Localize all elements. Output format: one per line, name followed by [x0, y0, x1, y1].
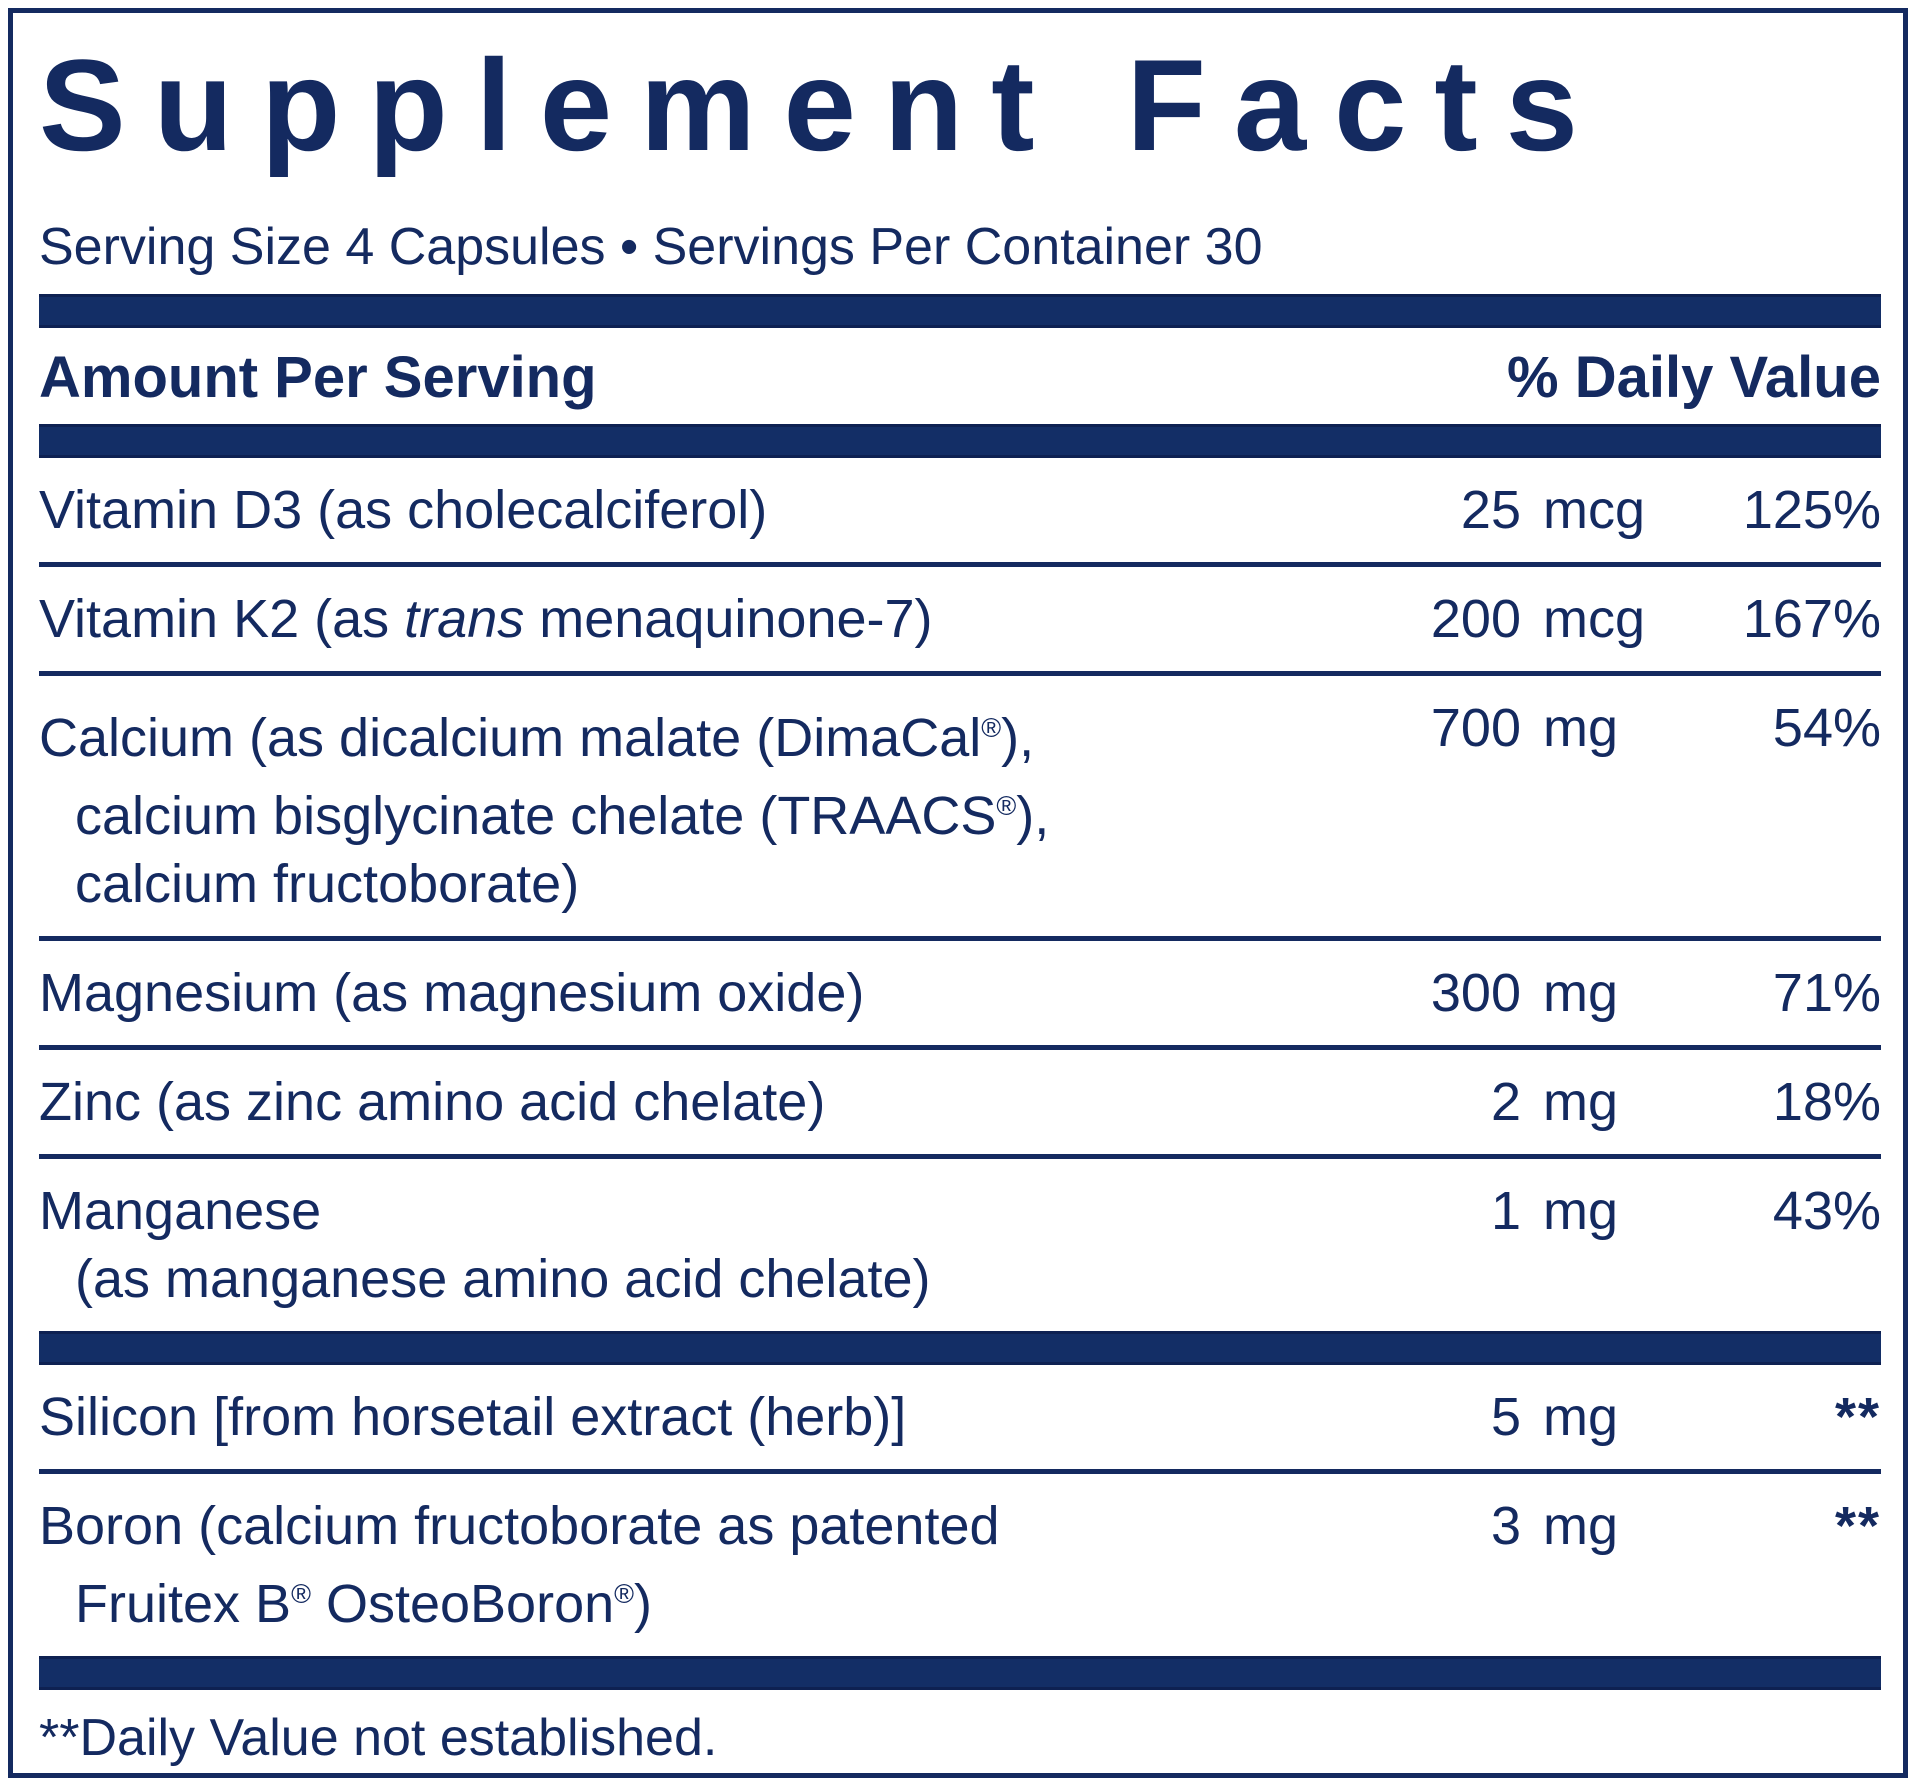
row-daily-value: 167%	[1742, 588, 1881, 649]
row-name-line: calcium fructoborate)	[39, 850, 1351, 918]
row-name-line: Boron (calcium fructoborate as patented	[39, 1492, 1351, 1560]
row-divider-line	[39, 670, 1881, 676]
column-header-daily-value: % Daily Value	[1507, 344, 1881, 410]
row-daily-value: 125%	[1742, 479, 1881, 540]
row-name-line: Calcium (as dicalcium malate (DimaCal®),	[39, 694, 1351, 772]
row-amount: 25	[1460, 479, 1521, 540]
row-unit: mcg	[1543, 479, 1646, 540]
row-name: Vitamin D3 (as cholecalciferol)	[39, 476, 1351, 544]
registered-mark: ®	[981, 712, 1002, 743]
table-row: Silicon [from horsetail extract (herb)] 5…	[39, 1365, 1881, 1469]
page-title: Supplement Facts	[39, 32, 1606, 178]
row-name-text: calcium fructoborate)	[75, 853, 580, 914]
divider-bar-header	[39, 423, 1881, 458]
row-name-line: Magnesium (as magnesium oxide)	[39, 959, 1351, 1027]
row-name-text: )	[634, 1573, 653, 1634]
facts-rows: Vitamin D3 (as cholecalciferol) 25 mcg 125%…	[39, 458, 1881, 1690]
table-row: Calcium (as dicalcium malate (DimaCal®),…	[39, 676, 1881, 936]
row-name-text: Magnesium (as magnesium oxide)	[39, 962, 865, 1023]
row-name-text: menaquinone-7)	[524, 588, 933, 649]
row-daily-value: 18%	[1772, 1071, 1881, 1132]
row-name-text: ),	[1016, 785, 1050, 846]
row-unit: mg	[1543, 1386, 1619, 1447]
row-name-text: Calcium (as dicalcium malate (DimaCal	[39, 707, 982, 768]
table-row: Vitamin D3 (as cholecalciferol) 25 mcg 125%	[39, 458, 1881, 562]
row-name-line: Vitamin K2 (as trans menaquinone-7)	[39, 585, 1351, 653]
column-header-amount: Amount Per Serving	[39, 344, 597, 410]
row-daily-value: **	[1834, 1386, 1881, 1447]
table-row: Boron (calcium fructoborate as patented F…	[39, 1474, 1881, 1656]
row-divider-bar	[39, 1330, 1881, 1365]
row-name: Boron (calcium fructoborate as patented F…	[39, 1492, 1351, 1638]
row-name-text: Vitamin K2 (as	[39, 588, 405, 649]
divider-bar-top	[39, 293, 1881, 328]
row-daily-value: **	[1834, 1495, 1881, 1556]
registered-mark: ®	[996, 790, 1017, 821]
row-name-line: Fruitex B® OsteoBoron®)	[39, 1560, 1351, 1638]
registered-mark: ®	[291, 1578, 311, 1609]
row-name-line: (as manganese amino acid chelate)	[39, 1245, 1351, 1313]
row-amount: 200	[1430, 588, 1521, 649]
table-row: Vitamin K2 (as trans menaquinone-7) 200 mc…	[39, 567, 1881, 671]
row-unit: mg	[1543, 697, 1619, 758]
row-divider-line	[39, 1468, 1881, 1474]
row-divider-line	[39, 1044, 1881, 1050]
registered-mark: ®	[614, 1578, 635, 1609]
facts-panel: Supplement Facts Serving Size 4 Capsules…	[8, 8, 1908, 1778]
row-amount: 300	[1430, 962, 1521, 1023]
row-name-text: Silicon [from horsetail extract (herb)]	[39, 1386, 907, 1447]
row-name-text: (as manganese amino acid chelate)	[75, 1248, 931, 1309]
table-header: Amount Per Serving % Daily Value	[39, 342, 1881, 414]
row-amount: 1	[1490, 1180, 1521, 1241]
footnote: **Daily Value not established.	[39, 1708, 718, 1767]
table-row: Magnesium (as magnesium oxide) 300 mg 71%	[39, 941, 1881, 1045]
serving-size-line: Serving Size 4 Capsules • Servings Per C…	[39, 217, 1263, 276]
table-row: Manganese (as manganese amino acid chelat…	[39, 1159, 1881, 1331]
row-divider-bar	[39, 1655, 1881, 1690]
row-name-text: Fruitex B	[75, 1573, 292, 1634]
row-name-line: Manganese	[39, 1177, 1351, 1245]
row-name-text: Boron (calcium fructoborate as patented	[39, 1495, 1000, 1556]
row-name-line: Zinc (as zinc amino acid chelate)	[39, 1068, 1351, 1136]
row-unit: mcg	[1543, 588, 1646, 649]
row-name-text: Manganese	[39, 1180, 322, 1241]
row-divider-line	[39, 561, 1881, 567]
row-name-text: Zinc (as zinc amino acid chelate)	[39, 1071, 826, 1132]
row-name-line: Vitamin D3 (as cholecalciferol)	[39, 476, 1351, 544]
row-unit: mg	[1543, 1180, 1619, 1241]
row-amount: 5	[1490, 1386, 1521, 1447]
row-unit: mg	[1543, 962, 1619, 1023]
row-unit: mg	[1543, 1495, 1619, 1556]
row-name: Magnesium (as magnesium oxide)	[39, 959, 1351, 1027]
row-name-line: Silicon [from horsetail extract (herb)]	[39, 1383, 1351, 1451]
row-amount: 2	[1490, 1071, 1521, 1132]
row-name-text: trans	[404, 588, 525, 649]
row-name-text: calcium bisglycinate chelate (TRAACS	[75, 785, 997, 846]
row-name-text: OsteoBoron	[310, 1573, 615, 1634]
table-row: Zinc (as zinc amino acid chelate) 2 mg 18%	[39, 1050, 1881, 1154]
row-name: Calcium (as dicalcium malate (DimaCal®),…	[39, 694, 1351, 918]
row-amount: 700	[1430, 697, 1521, 758]
row-name-text: Vitamin D3 (as cholecalciferol)	[39, 479, 768, 540]
row-divider-line	[39, 935, 1881, 941]
row-daily-value: 71%	[1772, 962, 1881, 1023]
row-amount: 3	[1490, 1495, 1521, 1556]
row-name-line: calcium bisglycinate chelate (TRAACS®),	[39, 772, 1351, 850]
row-divider-line	[39, 1153, 1881, 1159]
row-name: Zinc (as zinc amino acid chelate)	[39, 1068, 1351, 1136]
row-name: Manganese (as manganese amino acid chelat…	[39, 1177, 1351, 1313]
row-daily-value: 43%	[1772, 1180, 1881, 1241]
row-daily-value: 54%	[1772, 697, 1881, 758]
row-name: Vitamin K2 (as trans menaquinone-7)	[39, 585, 1351, 653]
row-name: Silicon [from horsetail extract (herb)]	[39, 1383, 1351, 1451]
row-name-text: ),	[1001, 707, 1035, 768]
row-unit: mg	[1543, 1071, 1619, 1132]
